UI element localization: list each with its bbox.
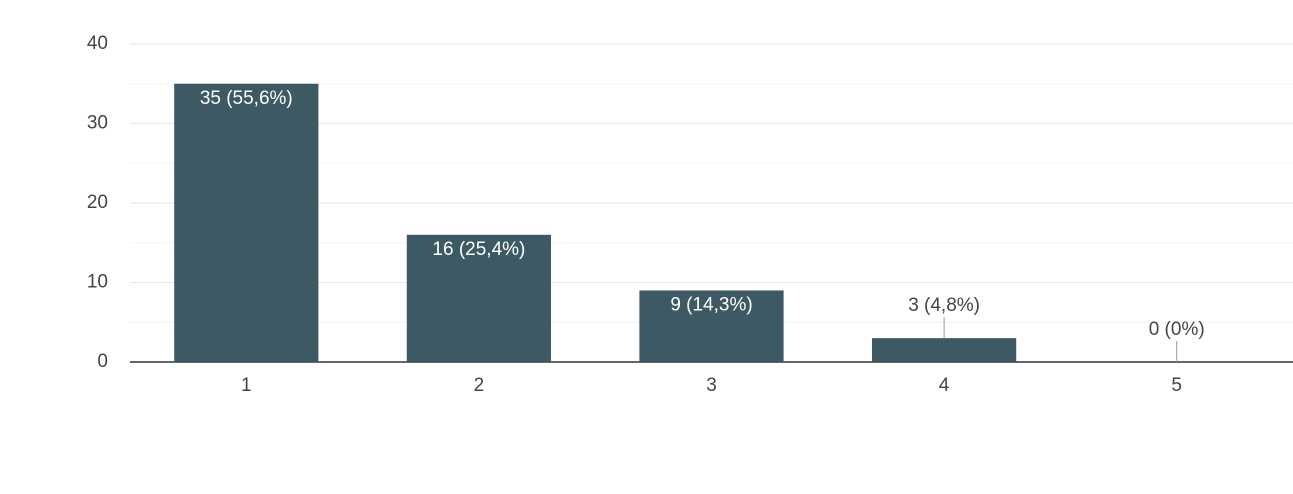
bar bbox=[871, 338, 1017, 362]
bar bbox=[174, 83, 319, 362]
y-tick-label: 10 bbox=[87, 272, 108, 293]
x-tick-label: 3 bbox=[706, 375, 717, 396]
data-label: 9 (14,3%) bbox=[670, 294, 752, 315]
bar bbox=[406, 234, 552, 362]
x-tick-label: 2 bbox=[474, 375, 485, 396]
x-tick-label: 4 bbox=[939, 375, 950, 396]
y-tick-label: 20 bbox=[87, 192, 108, 213]
data-label: 3 (4,8%) bbox=[908, 295, 980, 316]
data-label: 35 (55,6%) bbox=[200, 88, 293, 109]
y-tick-label: 30 bbox=[87, 113, 108, 134]
x-tick-label: 1 bbox=[241, 375, 252, 396]
data-label: 16 (25,4%) bbox=[432, 239, 525, 260]
x-tick-label: 5 bbox=[1171, 375, 1182, 396]
y-tick-label: 0 bbox=[97, 351, 108, 372]
data-label: 0 (0%) bbox=[1149, 319, 1205, 340]
bar bbox=[639, 290, 784, 362]
y-tick-label: 40 bbox=[87, 33, 108, 54]
